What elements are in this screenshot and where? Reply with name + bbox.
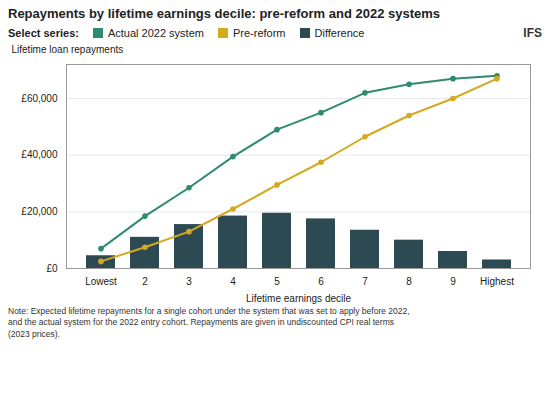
- svg-text:7: 7: [362, 276, 368, 287]
- svg-text:£0: £0: [46, 263, 58, 274]
- svg-text:Highest: Highest: [480, 276, 514, 287]
- html-text:IFS: IFS: [523, 26, 542, 40]
- svg-text:6: 6: [318, 276, 324, 287]
- html-text:Note: Expected lifetime repaym: Note: Expected lifetime repayments for a…: [8, 306, 410, 339]
- svg-text:8: 8: [406, 276, 412, 287]
- svg-text:4: 4: [230, 276, 236, 287]
- svg-text:3: 3: [186, 276, 192, 287]
- svg-text:£60,000: £60,000: [21, 93, 58, 104]
- html-text:Select series:: Select series:: [8, 27, 79, 39]
- svg-text:£20,000: £20,000: [21, 206, 58, 217]
- svg-text:5: 5: [274, 276, 280, 287]
- svg-text:Lowest: Lowest: [85, 276, 117, 287]
- svg-text:2: 2: [142, 276, 148, 287]
- svg-text:Lifetime loan repayments: Lifetime loan repayments: [12, 44, 124, 55]
- html-text:Difference: Difference: [314, 27, 365, 39]
- html-text:Pre-reform: Pre-reform: [232, 27, 286, 39]
- svg-text:Lifetime earnings decile: Lifetime earnings decile: [246, 293, 351, 304]
- svg-text:9: 9: [450, 276, 456, 287]
- svg-text:£40,000: £40,000: [21, 149, 58, 160]
- html-text:Repayments by lifetime earning: Repayments by lifetime earnings decile: …: [8, 6, 441, 21]
- html-text:Actual 2022 system: Actual 2022 system: [107, 27, 204, 39]
